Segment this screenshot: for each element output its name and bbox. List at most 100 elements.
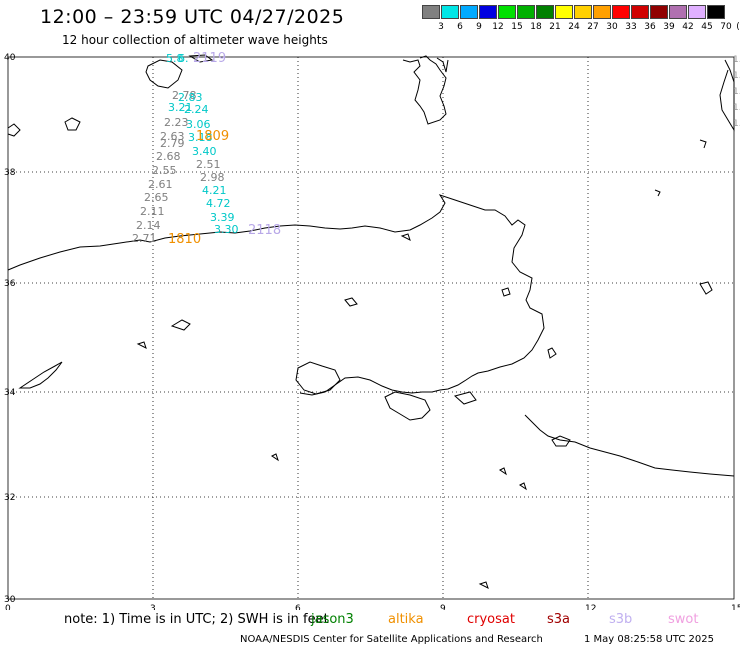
scale-label: 24 xyxy=(568,22,580,32)
scale-swatch xyxy=(707,5,725,19)
north-africa-coastline xyxy=(7,194,545,396)
longitude-label: 0 xyxy=(5,604,11,610)
wave-height-observations: 5.86. 2119 2.782.833.212.242.233.062.63 3.1… xyxy=(132,51,281,247)
edge-label: 1. xyxy=(733,119,740,129)
wave-height-label: 2.68 xyxy=(156,150,181,163)
scale-swatch xyxy=(536,5,554,19)
wave-height-label: 2.23 xyxy=(164,116,189,129)
wave-height-label: 2.98 xyxy=(200,171,225,184)
page-title: 12:00 – 23:59 UTC 04/27/2025 xyxy=(40,6,345,28)
east-islet-2 xyxy=(519,482,527,491)
mid-islet-2 xyxy=(136,341,147,349)
scale-label: 36 xyxy=(644,22,656,32)
satellite-legend-item: altika xyxy=(388,612,424,627)
latitude-label: 30 xyxy=(4,595,16,605)
scale-label: 70 xyxy=(720,22,732,32)
scale-swatch xyxy=(612,5,630,19)
latitude-label: 40 xyxy=(4,53,16,63)
longitude-label: 15 xyxy=(731,604,740,610)
wave-height-label: 1809 xyxy=(196,129,229,144)
wave-height-label: 2.14 xyxy=(136,219,161,232)
scale-label: 3 xyxy=(438,22,444,32)
island-chain-outline xyxy=(295,361,341,395)
wave-height-label: 3.06 xyxy=(186,118,211,131)
scale-swatch xyxy=(593,5,611,19)
wave-height-label: 2.11 xyxy=(140,205,165,218)
edge-label: 1. xyxy=(733,55,740,65)
islet-south-center xyxy=(271,453,279,462)
latitude-label: 34 xyxy=(4,388,16,398)
mid-islet-3 xyxy=(344,297,358,307)
scale-label: 39 xyxy=(663,22,675,32)
southwest-islands-outline xyxy=(18,361,63,389)
minorca-outline xyxy=(188,54,214,63)
wave-height-label: 2.71 xyxy=(132,232,157,245)
scale-swatch xyxy=(517,5,535,19)
scale-label: 33 xyxy=(625,22,637,32)
corsica-outline xyxy=(436,57,449,73)
east-islet-1 xyxy=(499,467,507,476)
kerkennah-outline xyxy=(547,347,557,359)
scale-swatch xyxy=(460,5,478,19)
longitude-label: 6 xyxy=(295,604,301,610)
wave-height-label: 2.79 xyxy=(160,137,185,150)
scale-swatch xyxy=(441,5,459,19)
small-islet-bottom xyxy=(478,581,489,589)
scale-label: 18 xyxy=(530,22,542,32)
wave-height-label: 3.18 xyxy=(188,131,213,144)
gabes-islands-outline xyxy=(384,391,431,421)
graticule xyxy=(8,57,734,599)
scale-label: 21 xyxy=(549,22,561,32)
wave-height-label: 3.21 xyxy=(168,101,193,114)
scale-swatch xyxy=(669,5,687,19)
mid-islet-1 xyxy=(170,319,191,331)
satellite-legend-item: s3a xyxy=(547,612,571,627)
wave-height-label: 2.61 xyxy=(148,178,173,191)
pantelleria-outline xyxy=(654,189,661,197)
small-islands-tunisia xyxy=(501,287,511,297)
longitude-label: 9 xyxy=(440,604,446,610)
wave-height-label: 2.24 xyxy=(184,103,209,116)
ibiza-outline xyxy=(64,117,81,131)
lampedusa-outline xyxy=(699,281,713,295)
edge-label: 1. xyxy=(733,103,740,113)
satellite-legend-item: cryosat xyxy=(467,612,515,627)
latitude-label: 36 xyxy=(4,279,16,289)
scale-swatch xyxy=(498,5,516,19)
satellite-legend-item: s3b xyxy=(609,612,633,627)
scale-swatch xyxy=(479,5,497,19)
wave-height-label: 2119 xyxy=(193,51,226,66)
edge-label: 1. xyxy=(733,71,740,81)
east-islets-outline xyxy=(699,139,707,149)
page-subtitle: 12 hour collection of altimeter wave hei… xyxy=(62,33,328,47)
island-near-gabes xyxy=(453,391,477,405)
wave-height-label: 3.40 xyxy=(192,145,217,158)
scale-unit: (ft) xyxy=(736,22,740,32)
wave-height-label: 2.65 xyxy=(144,191,169,204)
longitude-label: 3 xyxy=(150,604,156,610)
credit-text: NOAA/NESDIS Center for Satellite Applica… xyxy=(240,634,543,645)
scale-swatch xyxy=(555,5,573,19)
wave-height-label: 3.30 xyxy=(214,223,239,236)
wave-height-label: 2.63 xyxy=(160,130,185,143)
sardinia-outline xyxy=(402,55,447,125)
scale-label: 30 xyxy=(606,22,618,32)
scale-label: 15 xyxy=(511,22,523,32)
west-islet-outline xyxy=(7,123,21,137)
wave-height-label: 3.39 xyxy=(210,211,235,224)
scale-label: 12 xyxy=(492,22,504,32)
mid-islet-4 xyxy=(400,233,411,241)
wave-height-label: 4.72 xyxy=(206,197,231,210)
scale-swatch xyxy=(574,5,592,19)
wave-height-label: 2.51 xyxy=(196,158,221,171)
scale-swatch xyxy=(631,5,649,19)
satellite-legend-item: jason3 xyxy=(311,612,354,627)
wave-height-label: 2.83 xyxy=(178,91,203,104)
libya-coastline xyxy=(524,414,735,477)
scale-label: 45 xyxy=(701,22,713,32)
djerba-outline xyxy=(551,435,571,447)
latitude-label: 38 xyxy=(4,168,16,178)
scale-swatch xyxy=(422,5,440,19)
